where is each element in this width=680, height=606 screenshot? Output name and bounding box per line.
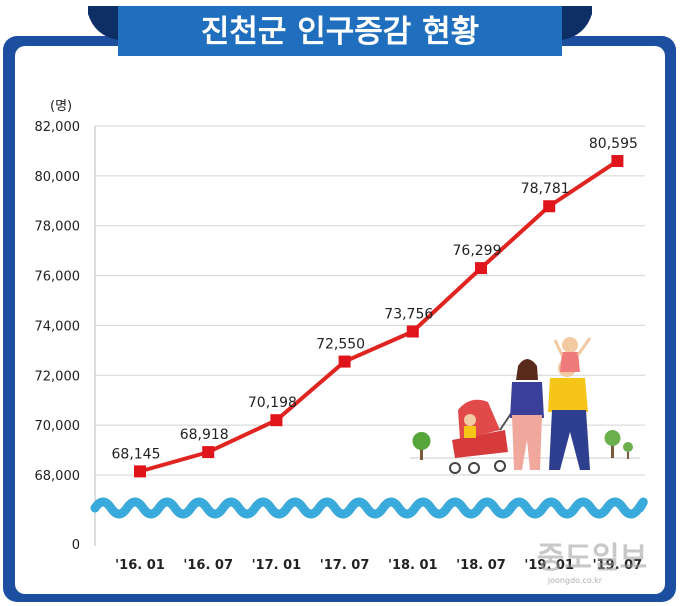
data-point xyxy=(202,446,215,459)
data-point xyxy=(338,355,351,368)
axis-break-wave xyxy=(90,497,648,519)
data-point xyxy=(475,262,487,275)
series-markers xyxy=(134,155,624,478)
watermark-text: 중도일보 xyxy=(537,541,647,576)
data-point xyxy=(406,325,419,338)
data-label: 73,756 xyxy=(384,307,433,323)
y-tick-label: 80,000 xyxy=(35,170,81,185)
y-axis-ticks: 68,000 70,000 72,000 74,000 76,000 78,000 80,0… xyxy=(35,120,81,484)
data-point xyxy=(611,155,624,168)
y-tick-label: 68,000 xyxy=(35,469,81,484)
x-tick-label: '17. 07 xyxy=(320,558,370,573)
data-label: 76,299 xyxy=(453,243,502,259)
y-tick-label: 82,000 xyxy=(35,120,81,135)
data-point xyxy=(134,465,146,478)
y-tick-label: 74,000 xyxy=(35,319,81,334)
y-zero-label: 0 xyxy=(72,538,80,553)
data-label: 72,550 xyxy=(316,337,365,353)
family-illustration xyxy=(410,337,640,474)
y-tick-label: 78,000 xyxy=(35,220,81,235)
title-banner: 진천군 인구증감 현황 xyxy=(88,6,592,56)
x-tick-label: '19. 01 xyxy=(524,558,574,573)
watermark-subtext: joongdo.co.kr xyxy=(547,576,603,585)
data-point xyxy=(543,200,556,213)
x-tick-label: '16. 01 xyxy=(115,558,165,573)
x-tick-label: '16. 07 xyxy=(183,558,233,573)
watermark: 중도일보 joongdo.co.kr xyxy=(537,541,647,585)
y-tick-label: 70,000 xyxy=(35,419,81,434)
grid xyxy=(95,125,645,476)
data-label: 78,781 xyxy=(521,181,570,197)
y-tick-label: 76,000 xyxy=(35,270,81,285)
data-label: 70,198 xyxy=(248,395,297,411)
series-line xyxy=(139,159,619,474)
data-point xyxy=(270,414,283,427)
data-labels: 68,145 68,918 70,198 72,550 73,756 76,299 78,7… xyxy=(112,136,638,462)
data-label: 80,595 xyxy=(589,136,638,152)
data-label: 68,918 xyxy=(180,427,229,443)
x-axis-labels: '16. 01 '16. 07 '17. 01 '17. 07 '18. 01 '18. … xyxy=(115,558,642,573)
x-tick-label: '19. 07 xyxy=(593,558,643,573)
y-tick-label: 72,000 xyxy=(35,369,81,384)
x-tick-label: '17. 01 xyxy=(252,558,302,573)
y-axis-unit: (명) xyxy=(50,99,72,114)
x-tick-label: '18. 01 xyxy=(388,558,438,573)
data-label: 68,145 xyxy=(112,446,161,462)
page-title: 진천군 인구증감 현황 xyxy=(201,14,479,50)
x-tick-label: '18. 07 xyxy=(456,558,506,573)
